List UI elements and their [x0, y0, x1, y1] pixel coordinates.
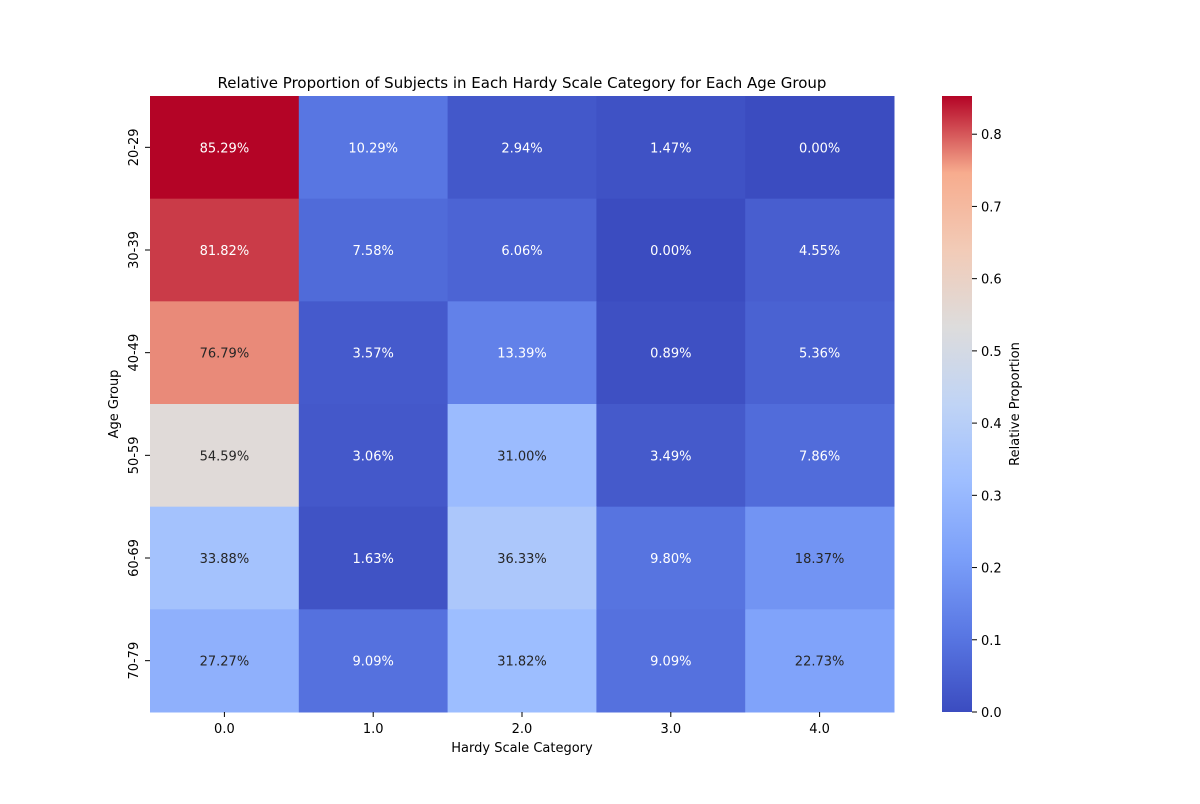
heatmap-cell: [298, 301, 449, 405]
heatmap-cell: [447, 96, 597, 200]
cell-label: 3.06%: [353, 449, 394, 464]
colorbar-tick-label: 0.8: [981, 128, 1002, 143]
heatmap-cell: [447, 404, 597, 508]
heatmap-cell: [596, 198, 746, 302]
cell-annotations: 85.29% 10.29% 2.94% 1.47% 0.00% 81.82% 7.58% 6.…: [200, 141, 845, 669]
y-axis-ticks: 20-29 30-39 40-49 50-59 60-69 70-79: [127, 128, 150, 680]
x-tick-label: 4.0: [809, 722, 830, 737]
heatmap-cell: [745, 609, 895, 713]
colorbar-tick-label: 0.0: [981, 706, 1002, 721]
cell-label: 13.39%: [497, 347, 547, 362]
cell-label: 3.49%: [650, 449, 691, 464]
cell-label: 31.00%: [497, 449, 547, 464]
heatmap-cell: [298, 609, 449, 713]
heatmap-cell: [298, 506, 449, 610]
cell-label: 1.47%: [650, 141, 691, 156]
cell-label: 27.27%: [200, 655, 250, 670]
cell-label: 9.09%: [650, 655, 691, 670]
heatmap-cell: [596, 301, 746, 405]
heatmap-cell: [745, 404, 895, 508]
colorbar-tick-label: 0.5: [981, 345, 1002, 360]
heatmap-cell: [447, 506, 597, 610]
cell-label: 0.00%: [799, 141, 840, 156]
cell-label: 10.29%: [348, 141, 398, 156]
heatmap-cell: [150, 404, 300, 508]
heatmap-cell: [596, 506, 746, 610]
x-tick-label: 1.0: [363, 722, 384, 737]
x-axis-label: Hardy Scale Category: [451, 741, 593, 756]
chart-title: Relative Proportion of Subjects in Each …: [218, 74, 827, 92]
heatmap-cell: [596, 609, 746, 713]
cell-label: 1.63%: [353, 552, 394, 567]
cell-label: 7.58%: [353, 244, 394, 259]
cell-label: 54.59%: [200, 449, 250, 464]
cell-label: 5.36%: [799, 347, 840, 362]
heatmap-cell: [150, 609, 300, 713]
heatmap-cell: [298, 198, 449, 302]
colorbar-tick-label: 0.6: [981, 273, 1002, 288]
heatmap-cell: [150, 506, 300, 610]
cell-label: 7.86%: [799, 449, 840, 464]
cell-label: 31.82%: [497, 655, 547, 670]
x-tick-label: 3.0: [660, 722, 681, 737]
y-tick-label: 20-29: [127, 128, 142, 166]
cell-label: 0.00%: [650, 244, 691, 259]
cell-label: 81.82%: [200, 244, 250, 259]
cell-label: 3.57%: [353, 347, 394, 362]
heatmap-cell: [596, 404, 746, 508]
cell-label: 18.37%: [795, 552, 845, 567]
heatmap-cell: [298, 404, 449, 508]
cell-label: 4.55%: [799, 244, 840, 259]
heatmap-cell: [745, 506, 895, 610]
colorbar-label: Relative Proportion: [1008, 342, 1023, 466]
heatmap-cells: [150, 96, 895, 713]
heatmap-cell: [447, 198, 597, 302]
cell-label: 0.89%: [650, 347, 691, 362]
cell-label: 2.94%: [501, 141, 542, 156]
heatmap-cell: [596, 96, 746, 200]
colorbar-ticks: 0.0 0.1 0.2 0.3 0.4 0.5 0.6 0.7 0.8: [972, 128, 1002, 721]
heatmap-cell: [150, 198, 300, 302]
y-axis-label: Age Group: [107, 370, 122, 439]
colorbar-tick-label: 0.4: [981, 417, 1002, 432]
heatmap-cell: [745, 301, 895, 405]
cell-label: 6.06%: [501, 244, 542, 259]
y-tick-label: 60-69: [127, 539, 142, 577]
cell-label: 85.29%: [200, 141, 250, 156]
heatmap-cell: [447, 301, 597, 405]
x-tick-label: 2.0: [512, 722, 533, 737]
heatmap-cell: [150, 96, 300, 200]
cell-label: 36.33%: [497, 552, 547, 567]
colorbar: [942, 96, 972, 712]
heatmap-cell: [150, 301, 300, 405]
heatmap-cell: [298, 96, 449, 200]
y-tick-label: 50-59: [127, 436, 142, 474]
colorbar-tick-label: 0.3: [981, 489, 1002, 504]
y-tick-label: 40-49: [127, 334, 142, 372]
cell-label: 9.80%: [650, 552, 691, 567]
heatmap-cell: [745, 96, 895, 200]
cell-label: 33.88%: [200, 552, 250, 567]
heatmap-cell: [745, 198, 895, 302]
colorbar-tick-label: 0.1: [981, 634, 1002, 649]
x-tick-label: 0.0: [214, 722, 235, 737]
cell-label: 9.09%: [353, 655, 394, 670]
heatmap-cell: [447, 609, 597, 713]
y-tick-label: 70-79: [127, 642, 142, 680]
colorbar-tick-label: 0.2: [981, 562, 1002, 577]
x-axis-ticks: 0.0 1.0 2.0 3.0 4.0: [214, 712, 830, 737]
colorbar-tick-label: 0.7: [981, 200, 1002, 215]
cell-label: 22.73%: [795, 655, 845, 670]
cell-label: 76.79%: [200, 347, 250, 362]
y-tick-label: 30-39: [127, 231, 142, 269]
